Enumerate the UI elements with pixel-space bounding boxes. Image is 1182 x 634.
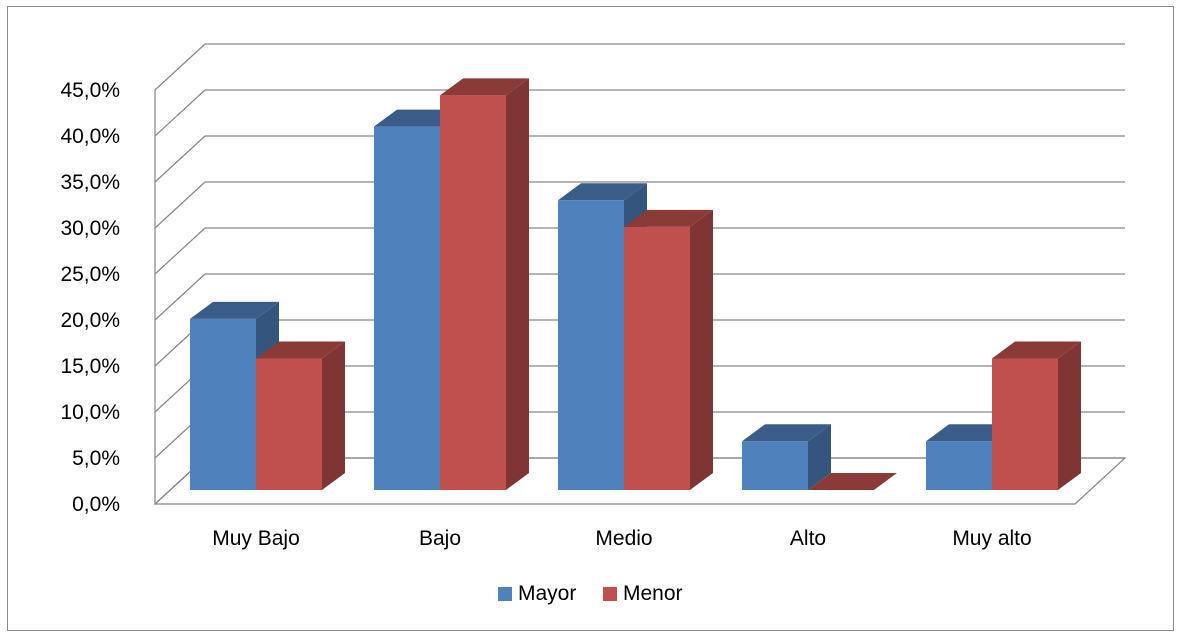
side-wall-gridline bbox=[154, 135, 206, 183]
side-wall-gridline bbox=[154, 273, 206, 321]
y-tick-label: 45,0% bbox=[60, 79, 120, 102]
bar-front bbox=[374, 126, 440, 490]
legend: Mayor Menor bbox=[498, 582, 683, 605]
legend-label: Menor bbox=[623, 582, 683, 605]
x-axis-category-labels: Muy Bajo Bajo Medio Alto Muy alto bbox=[212, 527, 1031, 550]
y-tick-label: 40,0% bbox=[60, 125, 120, 148]
bar-top bbox=[440, 78, 529, 96]
x-category-label: Muy alto bbox=[952, 527, 1031, 550]
legend-label: Mayor bbox=[518, 582, 576, 605]
side-wall-gridline bbox=[154, 181, 206, 229]
bar-front bbox=[558, 200, 624, 490]
bar-side bbox=[322, 341, 345, 490]
bar-top bbox=[256, 341, 345, 359]
y-tick-label: 10,0% bbox=[60, 401, 120, 424]
y-tick-label: 20,0% bbox=[60, 309, 120, 332]
y-tick-label: 30,0% bbox=[60, 217, 120, 240]
y-axis-tick-labels: 0,0% 5,0% 10,0% 15,0% 20,0% 25,0% 30,0% 35,0% 40… bbox=[60, 79, 120, 516]
y-tick-label: 25,0% bbox=[60, 263, 120, 286]
bar-side bbox=[506, 78, 529, 490]
side-wall-gridline bbox=[154, 227, 206, 275]
x-category-label: Muy Bajo bbox=[212, 527, 300, 550]
side-wall-gridline bbox=[154, 89, 206, 137]
side-wall-gridline bbox=[154, 43, 206, 91]
x-category-label: Bajo bbox=[419, 527, 461, 550]
y-tick-label: 0,0% bbox=[72, 493, 120, 516]
bars bbox=[190, 78, 1081, 490]
bar-top bbox=[992, 341, 1081, 359]
legend-swatch bbox=[603, 587, 617, 601]
bar-side bbox=[690, 209, 713, 490]
x-category-label: Alto bbox=[790, 527, 826, 550]
bar-top bbox=[742, 424, 831, 442]
bar-front bbox=[440, 95, 506, 490]
bar-top bbox=[808, 473, 897, 490]
bar-front bbox=[742, 441, 808, 490]
bar-front bbox=[624, 226, 690, 490]
legend-swatch bbox=[498, 587, 512, 601]
bar-side bbox=[1058, 341, 1081, 490]
bar-top bbox=[558, 183, 647, 201]
bar-top bbox=[624, 209, 713, 227]
bar-front bbox=[992, 358, 1058, 490]
y-tick-label: 5,0% bbox=[72, 447, 120, 470]
bar-front bbox=[190, 318, 256, 490]
x-category-label: Medio bbox=[595, 527, 652, 550]
bar-front bbox=[926, 441, 992, 490]
bar-side bbox=[808, 424, 831, 490]
y-tick-label: 35,0% bbox=[60, 171, 120, 194]
y-tick-label: 15,0% bbox=[60, 355, 120, 378]
bar-front bbox=[256, 358, 322, 490]
bar-top bbox=[190, 301, 279, 319]
